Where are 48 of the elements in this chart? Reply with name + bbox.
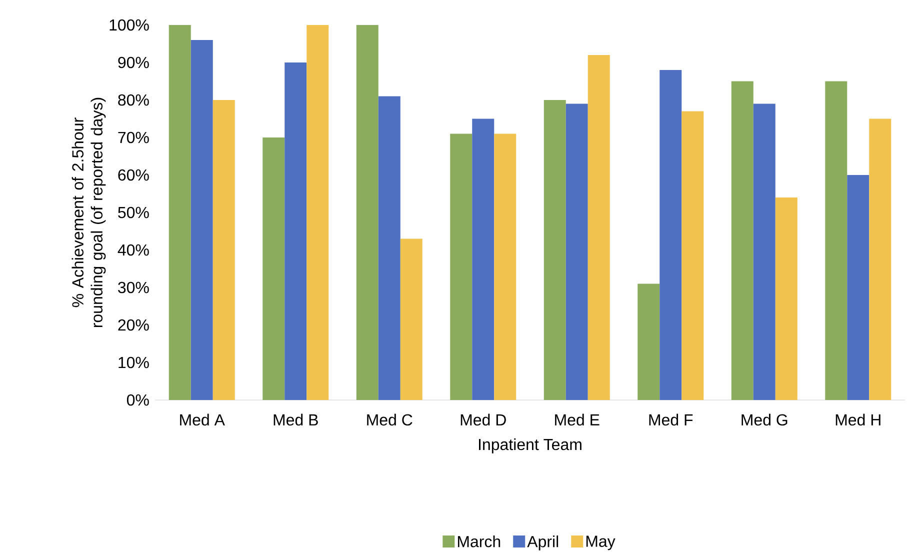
legend-label: March	[458, 536, 500, 548]
bar	[825, 81, 848, 400]
bar	[869, 118, 892, 400]
y-tick-label: 40%	[118, 244, 149, 256]
bar	[306, 24, 329, 400]
bar	[753, 104, 776, 400]
x-tick-label: Med E	[555, 414, 600, 426]
legend-label: May	[586, 536, 616, 550]
y-tick-label: 90%	[118, 56, 149, 68]
y-tick-label: 100%	[110, 19, 149, 31]
bar	[378, 96, 400, 400]
y-tick-label: 50%	[118, 206, 149, 218]
y-tick-label: 30%	[118, 282, 149, 294]
bar	[731, 81, 754, 400]
bar	[356, 24, 378, 400]
bar	[638, 284, 660, 400]
bar	[682, 111, 704, 400]
y-tick-label: 60%	[118, 169, 149, 181]
bar	[660, 70, 682, 400]
bar	[566, 104, 588, 400]
x-tick-label: Med F	[649, 414, 693, 426]
bar	[262, 138, 285, 400]
bar	[588, 54, 610, 400]
bar	[190, 40, 213, 400]
bar	[494, 134, 516, 400]
y-tick-label: 20%	[118, 319, 149, 331]
bar	[450, 134, 472, 400]
y-tick-label: 0%	[126, 394, 149, 406]
bar	[284, 62, 307, 400]
y-tick-label: 80%	[118, 94, 149, 106]
x-tick-label: Med D	[460, 414, 506, 426]
y-tick-label: 10%	[118, 356, 149, 368]
bar	[212, 100, 235, 400]
x-tick-label: Med G	[742, 414, 788, 426]
bar	[544, 100, 566, 400]
y-tick-label: 70%	[118, 132, 149, 144]
bar	[847, 175, 870, 400]
x-tick-label: Med B	[274, 414, 318, 426]
x-tick-label: Med C	[367, 414, 412, 426]
legend-label: April	[527, 536, 558, 550]
x-tick-label: Med H	[836, 414, 880, 426]
bar	[168, 24, 191, 400]
bar	[472, 118, 494, 400]
x-axis-title: Inpatient Team	[479, 438, 582, 454]
x-tick-label: Med A	[180, 414, 225, 426]
y-axis-title: % Achievement of 2.5hour rounding goal (of reported days)	[72, 98, 106, 328]
bar	[400, 238, 422, 400]
bar	[775, 198, 798, 400]
